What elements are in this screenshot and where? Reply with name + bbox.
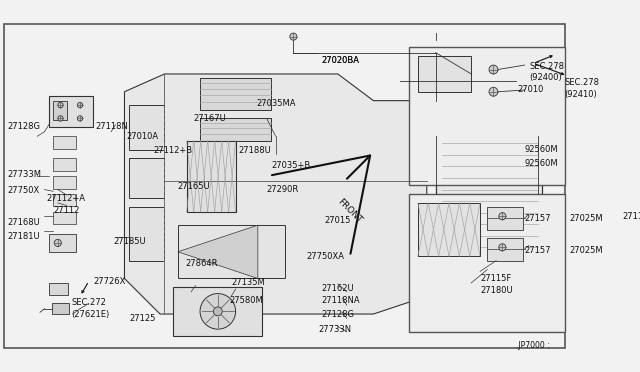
Circle shape: [58, 116, 63, 121]
Text: SEC.278: SEC.278: [564, 78, 600, 87]
Bar: [418, 203, 480, 256]
Polygon shape: [178, 225, 258, 279]
Bar: [493, 123, 520, 141]
Circle shape: [499, 244, 506, 251]
Text: 27185U: 27185U: [114, 237, 147, 246]
Text: 92560M: 92560M: [525, 159, 558, 168]
Text: 27168U: 27168U: [7, 218, 40, 227]
Bar: [200, 78, 271, 109]
Bar: [53, 176, 76, 189]
Bar: [49, 96, 93, 127]
Bar: [53, 158, 76, 171]
Bar: [53, 136, 76, 149]
Bar: [129, 105, 164, 150]
Bar: [53, 194, 76, 206]
Bar: [187, 141, 236, 212]
Circle shape: [58, 102, 63, 108]
Text: 27118N: 27118N: [95, 122, 128, 131]
Bar: [418, 56, 471, 92]
Bar: [409, 194, 564, 332]
Text: 27010A: 27010A: [126, 132, 158, 141]
Text: 27750XA: 27750XA: [307, 252, 345, 261]
Bar: [178, 225, 285, 279]
Bar: [49, 234, 76, 252]
Bar: [129, 207, 164, 261]
Text: 27580M: 27580M: [229, 296, 263, 305]
Bar: [53, 212, 76, 224]
Text: FRONT: FRONT: [336, 197, 364, 225]
Text: 27025M: 27025M: [569, 214, 603, 224]
Text: SEC.278: SEC.278: [529, 61, 564, 71]
Bar: [129, 158, 164, 198]
Text: .JP7000 :: .JP7000 :: [516, 341, 549, 350]
Bar: [418, 203, 480, 256]
Text: 27157: 27157: [525, 246, 551, 254]
Circle shape: [499, 213, 506, 220]
Bar: [487, 238, 523, 261]
Text: 27115: 27115: [622, 212, 640, 221]
Text: 27726X: 27726X: [93, 277, 125, 286]
Bar: [487, 207, 523, 230]
Text: 27035MA: 27035MA: [256, 99, 296, 108]
Text: SEC.272: SEC.272: [71, 298, 106, 307]
Circle shape: [77, 102, 83, 108]
Text: (92400): (92400): [529, 73, 562, 82]
Bar: [52, 303, 69, 314]
Text: 27165U: 27165U: [178, 182, 211, 192]
Text: 27180U: 27180U: [480, 286, 513, 295]
Text: 27125: 27125: [129, 314, 156, 323]
Text: 27112+A: 27112+A: [46, 194, 85, 203]
Text: 27118NA: 27118NA: [322, 296, 360, 305]
Circle shape: [213, 307, 222, 316]
Text: 27167U: 27167U: [194, 114, 227, 123]
Text: 27188U: 27188U: [238, 146, 271, 155]
Text: 27115F: 27115F: [480, 274, 511, 283]
Text: 27135M: 27135M: [231, 279, 265, 288]
Text: 27157: 27157: [525, 214, 551, 224]
Text: 27181U: 27181U: [7, 232, 40, 241]
Text: 27020BA: 27020BA: [322, 56, 360, 65]
Circle shape: [290, 33, 297, 40]
Bar: [187, 141, 236, 212]
Text: 27290R: 27290R: [267, 185, 299, 194]
Text: 27128G: 27128G: [322, 311, 355, 320]
Text: 27010: 27010: [518, 85, 544, 94]
Text: 92560M: 92560M: [525, 145, 558, 154]
Bar: [462, 123, 489, 141]
Circle shape: [489, 65, 498, 74]
Text: 27750X: 27750X: [7, 186, 40, 195]
Bar: [49, 283, 68, 295]
Bar: [409, 47, 564, 185]
Text: 27015: 27015: [324, 216, 351, 225]
Text: 27112: 27112: [53, 206, 80, 215]
Text: 27733N: 27733N: [318, 325, 351, 334]
Circle shape: [489, 87, 498, 96]
Bar: [53, 101, 67, 120]
Text: 27162U: 27162U: [322, 284, 355, 293]
Text: (92410): (92410): [564, 90, 597, 99]
Circle shape: [200, 294, 236, 329]
Text: 27035+B: 27035+B: [271, 161, 310, 170]
Text: 27864R: 27864R: [185, 259, 218, 268]
Text: 27025M: 27025M: [569, 246, 603, 254]
Bar: [200, 118, 271, 141]
Circle shape: [54, 239, 61, 247]
Text: 27733M: 27733M: [7, 170, 41, 179]
Circle shape: [77, 116, 83, 121]
Text: 27020BA: 27020BA: [322, 56, 360, 65]
Text: (27621E): (27621E): [71, 311, 109, 320]
Text: 27112+B: 27112+B: [153, 146, 192, 155]
Bar: [436, 136, 542, 279]
Text: 27128G: 27128G: [7, 122, 40, 131]
Polygon shape: [124, 74, 427, 314]
Bar: [173, 287, 262, 336]
